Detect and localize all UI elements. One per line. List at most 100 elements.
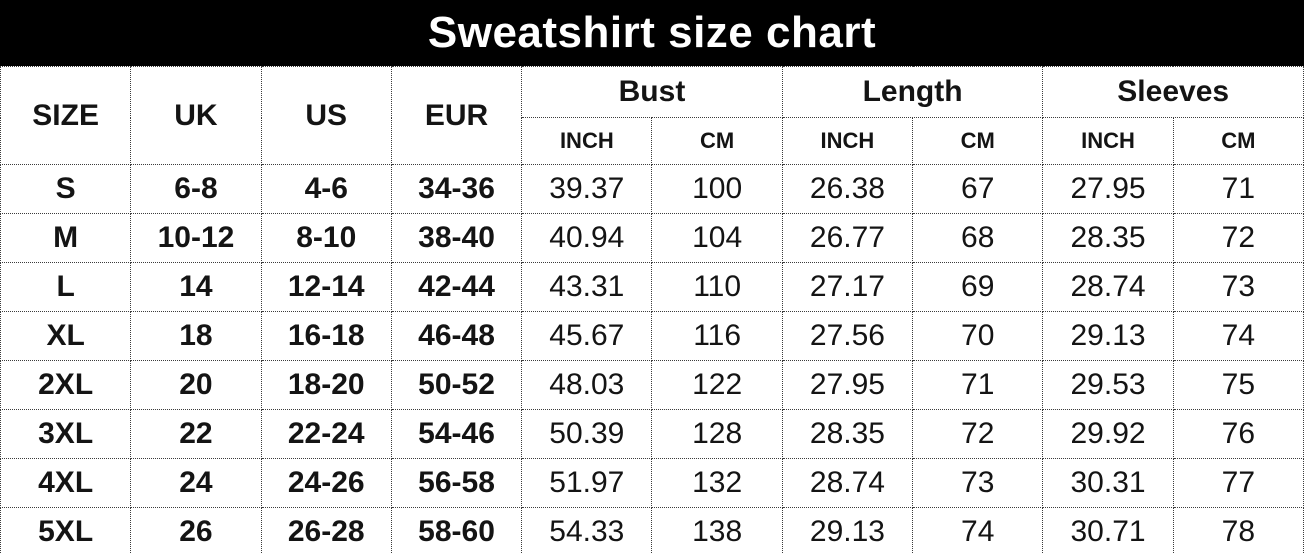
table-cell: 29.53 [1042, 360, 1174, 410]
table-cell: 27.95 [781, 360, 914, 410]
table-cell: 76 [1172, 409, 1304, 459]
table-cell: 132 [651, 458, 783, 508]
table-cell: 46-48 [390, 311, 523, 361]
table-cell: L [0, 262, 132, 312]
table-cell: 110 [651, 262, 783, 312]
table-cell: 54.33 [521, 507, 653, 554]
table-cell: 27.95 [1042, 164, 1174, 214]
table-cell: 74 [1172, 311, 1304, 361]
table-cell: 10-12 [130, 213, 262, 263]
table-cell: S [0, 164, 132, 214]
table-cell: 29.13 [1042, 311, 1174, 361]
table-cell: 70 [912, 311, 1044, 361]
table-cell: 104 [651, 213, 783, 263]
subcol-sleeves-inch: INCH [1042, 117, 1174, 165]
table-cell: 28.74 [781, 458, 914, 508]
table-cell: 74 [912, 507, 1044, 554]
table-cell: 28.74 [1042, 262, 1174, 312]
table-row: S 6-8 4-6 34-36 39.37 100 26.38 67 27.95… [0, 164, 1304, 214]
table-cell: 14 [130, 262, 262, 312]
table-row: L 14 12-14 42-44 43.31 110 27.17 69 28.7… [0, 262, 1304, 312]
table-cell: 30.71 [1042, 507, 1174, 554]
table-cell: 69 [912, 262, 1044, 312]
table-cell: 22-24 [260, 409, 392, 459]
table-cell: 73 [1172, 262, 1304, 312]
table-cell: 72 [1172, 213, 1304, 263]
table-cell: 71 [1172, 164, 1304, 214]
table-cell: 77 [1172, 458, 1304, 508]
table-row: 2XL 20 18-20 50-52 48.03 122 27.95 71 29… [0, 360, 1304, 410]
table-cell: 50-52 [390, 360, 523, 410]
table-cell: 29.13 [781, 507, 914, 554]
table-cell: 68 [912, 213, 1044, 263]
table-cell: 28.35 [781, 409, 914, 459]
table-cell: 26.38 [781, 164, 914, 214]
table-row: M 10-12 8-10 38-40 40.94 104 26.77 68 28… [0, 213, 1304, 263]
table-cell: 122 [651, 360, 783, 410]
table-cell: 27.56 [781, 311, 914, 361]
table-cell: 24-26 [260, 458, 392, 508]
table-cell: 128 [651, 409, 783, 459]
table-row: 5XL 26 26-28 58-60 54.33 138 29.13 74 30… [0, 507, 1304, 554]
table-cell: 26-28 [260, 507, 392, 554]
table-cell: 4-6 [260, 164, 392, 214]
table-cell: 26 [130, 507, 262, 554]
chart-title-bar: Sweatshirt size chart [0, 0, 1304, 66]
table-row: 4XL 24 24-26 56-58 51.97 132 28.74 73 30… [0, 458, 1304, 508]
subcol-length-cm: CM [912, 117, 1044, 165]
table-cell: 12-14 [260, 262, 392, 312]
header-row-groups: SIZE UK US EUR Bust Length Sleeves [0, 66, 1304, 165]
table-cell: 43.31 [521, 262, 653, 312]
table-cell: 56-58 [390, 458, 523, 508]
subcol-bust-cm: CM [651, 117, 783, 165]
table-cell: 18 [130, 311, 262, 361]
table-cell: 72 [912, 409, 1044, 459]
col-group-bust: Bust [521, 66, 783, 118]
table-cell: 4XL [0, 458, 132, 508]
table-cell: 29.92 [1042, 409, 1174, 459]
table-cell: M [0, 213, 132, 263]
col-header-eur: EUR [390, 66, 523, 165]
table-cell: 5XL [0, 507, 132, 554]
table-cell: 54-46 [390, 409, 523, 459]
table-row: XL 18 16-18 46-48 45.67 116 27.56 70 29.… [0, 311, 1304, 361]
table-cell: 28.35 [1042, 213, 1174, 263]
table-cell: 39.37 [521, 164, 653, 214]
table-cell: 8-10 [260, 213, 392, 263]
table-cell: 24 [130, 458, 262, 508]
table-cell: 3XL [0, 409, 132, 459]
col-group-sleeves: Sleeves [1042, 66, 1304, 118]
table-cell: 27.17 [781, 262, 914, 312]
table-cell: 34-36 [390, 164, 523, 214]
table-cell: 30.31 [1042, 458, 1174, 508]
col-header-uk: UK [130, 66, 262, 165]
table-cell: 75 [1172, 360, 1304, 410]
table-cell: 73 [912, 458, 1044, 508]
chart-title: Sweatshirt size chart [427, 8, 877, 57]
table-cell: 40.94 [521, 213, 653, 263]
table-cell: 67 [912, 164, 1044, 214]
table-cell: 58-60 [390, 507, 523, 554]
col-header-us: US [260, 66, 392, 165]
table-cell: 51.97 [521, 458, 653, 508]
table-cell: 138 [651, 507, 783, 554]
table-cell: 2XL [0, 360, 132, 410]
subcol-sleeves-cm: CM [1172, 117, 1304, 165]
table-cell: 22 [130, 409, 262, 459]
table-cell: 116 [651, 311, 783, 361]
col-header-size: SIZE [0, 66, 132, 165]
table-row: 3XL 22 22-24 54-46 50.39 128 28.35 72 29… [0, 409, 1304, 459]
table-cell: 26.77 [781, 213, 914, 263]
table-cell: 18-20 [260, 360, 392, 410]
table-cell: 45.67 [521, 311, 653, 361]
table-cell: 16-18 [260, 311, 392, 361]
subcol-length-inch: INCH [781, 117, 914, 165]
table-cell: 42-44 [390, 262, 523, 312]
table-cell: 71 [912, 360, 1044, 410]
table-cell: 20 [130, 360, 262, 410]
subcol-bust-inch: INCH [521, 117, 653, 165]
table-cell: XL [0, 311, 132, 361]
table-cell: 38-40 [390, 213, 523, 263]
table-cell: 48.03 [521, 360, 653, 410]
table-cell: 78 [1172, 507, 1304, 554]
